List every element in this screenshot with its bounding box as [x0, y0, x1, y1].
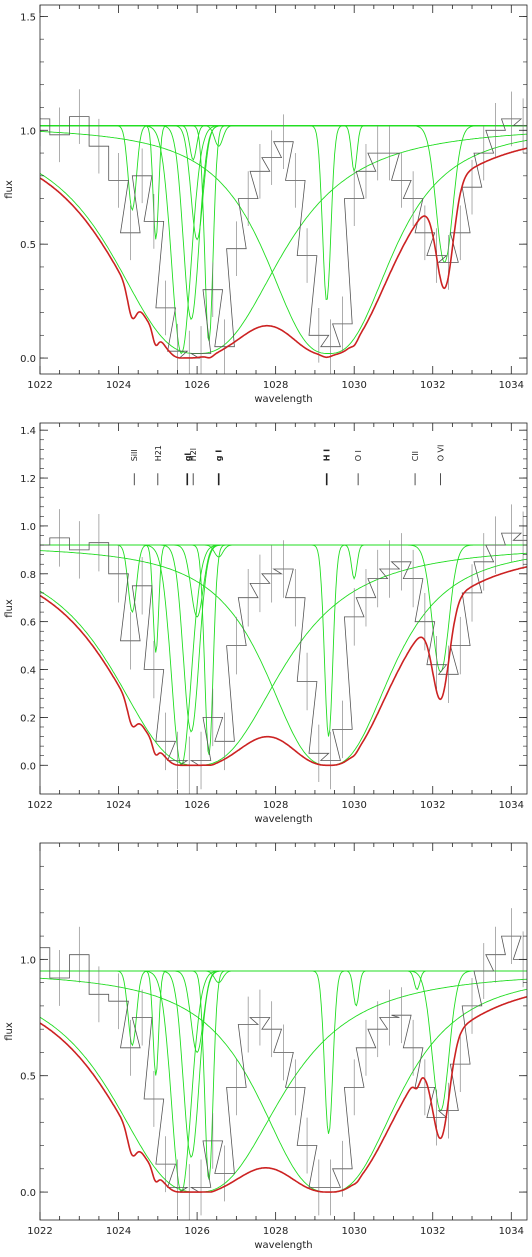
plot-area: [40, 89, 527, 374]
spectrum-data: [40, 116, 527, 359]
model-fit-line: [40, 147, 527, 359]
y-tick-label: 1.0: [20, 522, 36, 533]
model-fit-line: [40, 996, 527, 1193]
x-tick-label: 1022: [27, 1226, 52, 1237]
y-tick-label: 0.0: [20, 1188, 36, 1199]
x-tick-label: 1030: [341, 1226, 366, 1237]
component-line-10: [40, 970, 527, 1007]
y-tick-label: 0.4: [20, 666, 36, 677]
y-axis-title: flux: [4, 180, 15, 199]
line-id-label: CII: [411, 451, 420, 461]
y-tick-label: 1.2: [20, 474, 36, 485]
y-tick-label: 0.6: [20, 618, 36, 629]
x-tick-label: 1022: [27, 800, 52, 811]
line-id-label: gl: [183, 453, 192, 462]
x-tick-label: 1024: [106, 380, 131, 391]
x-tick-label: 1026: [184, 800, 209, 811]
y-tick-label: 1.0: [20, 126, 36, 137]
model-fit-line: [40, 566, 527, 767]
y-tick-label: 0.8: [20, 570, 36, 581]
x-tick-label: 1026: [184, 380, 209, 391]
panel-1: 1022 1024 1026 1028 1030 1032 1034 0.0 0.5 1.0 1.5…: [4, 4, 528, 405]
plot-frame: [39, 4, 528, 375]
spectrum-data: [40, 935, 527, 1193]
component-line-4: [40, 970, 527, 1193]
component-line-14: [40, 977, 527, 1193]
x-axis-title: wavelength: [254, 1240, 312, 1251]
spectrum-data: [40, 532, 527, 766]
line-id-label: H2l: [189, 448, 198, 461]
x-tick-label: 1030: [341, 800, 366, 811]
y-tick-label: 1.0: [20, 955, 36, 966]
y-tick-label: 0.5: [20, 1072, 36, 1083]
y-axis-title: flux: [4, 1022, 15, 1041]
panel-2: 1022 1024 1026 1028 1030 1032 1034 0.0 0.2 0.4 0.6…: [4, 422, 528, 825]
line-id-label: H21: [154, 445, 163, 461]
x-tick-label: 1026: [184, 1226, 209, 1237]
x-tick-label: 1022: [27, 380, 52, 391]
y-tick-label: 0.0: [20, 354, 36, 365]
x-tick-label: 1032: [420, 1226, 445, 1237]
plot-frame: [39, 422, 528, 795]
component-line-13: [40, 133, 527, 354]
y-tick-label: 0.0: [20, 761, 36, 772]
y-tick-label: 1.4: [20, 426, 36, 437]
line-id-label: SiII: [130, 449, 139, 461]
line-id-label: g I: [215, 450, 224, 462]
x-tick-label: 1032: [420, 800, 445, 811]
component-line-12: [40, 970, 527, 1112]
component-line-8: [40, 970, 527, 984]
x-axis-title: wavelength: [254, 814, 312, 825]
y-tick-label: 1.5: [20, 12, 36, 23]
component-line-14: [40, 130, 527, 354]
component-line-13: [40, 550, 527, 766]
x-axis-title: wavelength: [254, 394, 312, 405]
x-tick-label: 1034: [499, 1226, 524, 1237]
component-line-12: [40, 552, 527, 766]
x-tick-label: 1030: [341, 380, 366, 391]
y-tick-label: 0.2: [20, 713, 36, 724]
x-tick-label: 1032: [420, 380, 445, 391]
y-tick-label: 0.5: [20, 240, 36, 251]
x-tick-label: 1034: [499, 380, 524, 391]
x-tick-label: 1028: [263, 800, 288, 811]
plot-area: [40, 504, 527, 794]
plot-frame: [39, 842, 528, 1221]
plot-area: [40, 908, 527, 1220]
line-id-label: H I: [323, 449, 332, 461]
x-tick-label: 1034: [499, 800, 524, 811]
x-tick-label: 1024: [106, 800, 131, 811]
x-tick-label: 1024: [106, 1226, 131, 1237]
line-id-label: O I: [354, 450, 363, 461]
x-tick-label: 1028: [263, 1226, 288, 1237]
panel-3: 1022 1024 1026 1028 1030 1032 1034 0.0 0.5 1.0 wav…: [4, 842, 528, 1251]
component-line-13: [40, 978, 527, 1193]
line-id-label: O VI: [437, 445, 446, 462]
x-tick-label: 1028: [263, 380, 288, 391]
y-axis-title: flux: [4, 599, 15, 618]
